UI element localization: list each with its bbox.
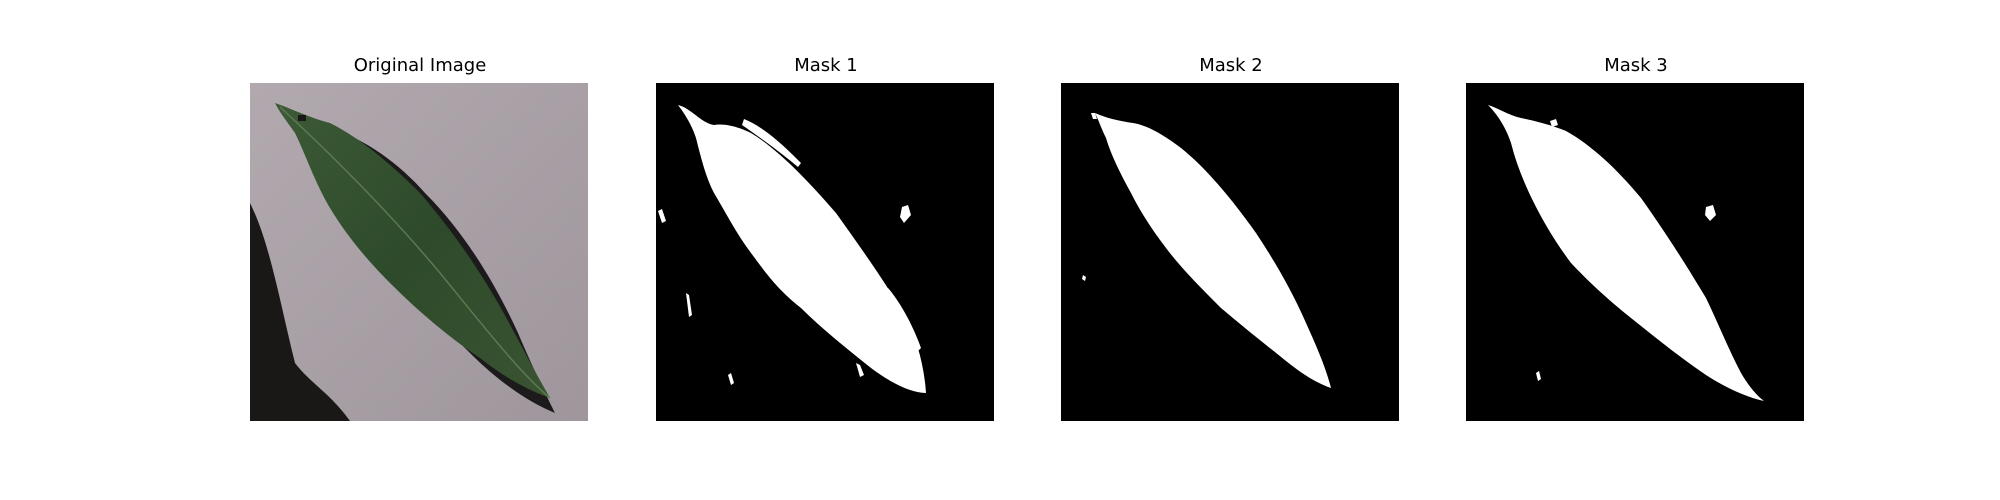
- panel-title: Mask 2: [1199, 55, 1263, 76]
- panel-title: Mask 1: [794, 55, 858, 76]
- original-image: [250, 83, 588, 421]
- mask-2-image: [1061, 83, 1399, 421]
- panel-title: Original Image: [353, 55, 487, 76]
- mask-1-image: [656, 83, 994, 421]
- mask-3-image: [1466, 83, 1804, 421]
- panel-title: Mask 3: [1604, 55, 1668, 76]
